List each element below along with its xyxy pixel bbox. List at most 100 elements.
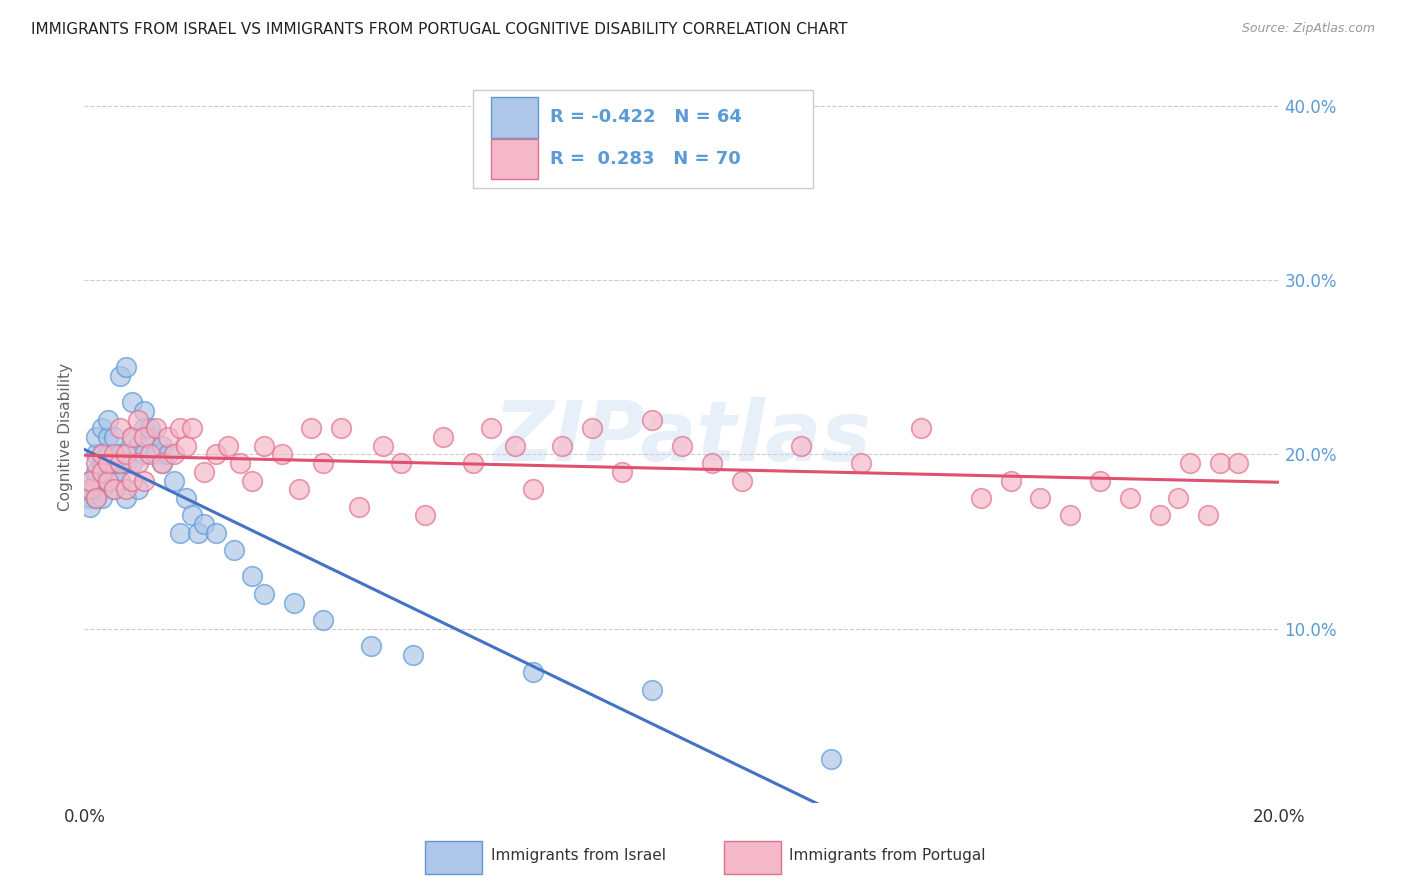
Point [91, 465, 114, 479]
Point [97, 412, 120, 426]
Point [1059, 508, 1081, 523]
Point [110, 474, 132, 488]
Point [330, 421, 353, 435]
Point [253, 439, 276, 453]
Point [86, 448, 108, 462]
Point [1209, 456, 1232, 470]
Point [103, 430, 125, 444]
Point [1197, 508, 1219, 523]
Point [139, 421, 162, 435]
Point [127, 412, 149, 426]
Point [205, 448, 228, 462]
Point [790, 439, 813, 453]
Point [127, 439, 149, 453]
Point [731, 474, 754, 488]
Text: IMMIGRANTS FROM ISRAEL VS IMMIGRANTS FROM PORTUGAL COGNITIVE DISABILITY CORRELAT: IMMIGRANTS FROM ISRAEL VS IMMIGRANTS FRO… [31, 22, 848, 37]
Point [181, 421, 204, 435]
FancyBboxPatch shape [724, 841, 782, 874]
Point [253, 587, 276, 601]
Point [301, 421, 323, 435]
Point [103, 483, 125, 497]
Point [402, 648, 425, 662]
Point [132, 448, 156, 462]
Point [169, 421, 191, 435]
Point [86, 483, 108, 497]
Text: Source: ZipAtlas.com: Source: ZipAtlas.com [1241, 22, 1375, 36]
Point [312, 456, 335, 470]
Point [641, 682, 664, 697]
Text: Immigrants from Portugal: Immigrants from Portugal [790, 848, 986, 863]
Point [349, 500, 371, 514]
Point [121, 430, 143, 444]
Point [169, 525, 191, 540]
Point [110, 456, 132, 470]
Point [413, 508, 436, 523]
Y-axis label: Cognitive Disability: Cognitive Disability [58, 363, 73, 511]
Text: ZIPatlas: ZIPatlas [494, 397, 870, 477]
Point [115, 448, 138, 462]
Point [1167, 491, 1189, 505]
Point [174, 491, 197, 505]
Point [163, 474, 186, 488]
Point [217, 439, 239, 453]
Point [700, 456, 723, 470]
Point [228, 456, 252, 470]
Point [115, 483, 138, 497]
Point [205, 525, 228, 540]
Point [91, 474, 114, 488]
Point [132, 421, 156, 435]
Point [612, 465, 634, 479]
Point [551, 439, 574, 453]
Point [132, 474, 156, 488]
Point [522, 483, 544, 497]
FancyBboxPatch shape [491, 97, 538, 137]
Point [671, 439, 693, 453]
Point [187, 525, 209, 540]
Point [110, 369, 132, 384]
Point [103, 465, 125, 479]
Point [103, 456, 125, 470]
Point [115, 491, 138, 505]
Point [193, 465, 215, 479]
Point [97, 456, 120, 470]
Point [174, 439, 197, 453]
Point [86, 430, 108, 444]
Point [1119, 491, 1142, 505]
Point [91, 465, 114, 479]
Point [150, 456, 173, 470]
Point [97, 456, 120, 470]
Text: R = -0.422   N = 64: R = -0.422 N = 64 [551, 109, 742, 127]
Point [121, 430, 143, 444]
Point [121, 395, 143, 409]
Point [115, 360, 138, 375]
Point [86, 474, 108, 488]
Point [97, 448, 120, 462]
Point [1178, 456, 1201, 470]
Point [283, 595, 305, 609]
Point [1149, 508, 1171, 523]
Point [222, 543, 245, 558]
Point [127, 483, 149, 497]
FancyBboxPatch shape [472, 90, 814, 188]
Point [127, 456, 149, 470]
Point [110, 421, 132, 435]
Point [79, 474, 101, 488]
Point [522, 665, 544, 680]
Point [193, 517, 215, 532]
Point [103, 448, 125, 462]
Point [91, 491, 114, 505]
Point [270, 448, 292, 462]
Point [389, 456, 412, 470]
Point [461, 456, 484, 470]
Text: R =  0.283   N = 70: R = 0.283 N = 70 [551, 150, 741, 168]
Point [432, 430, 454, 444]
Point [157, 448, 180, 462]
Point [163, 448, 186, 462]
Point [86, 491, 108, 505]
FancyBboxPatch shape [425, 841, 482, 874]
Point [79, 483, 101, 497]
Point [1090, 474, 1112, 488]
Point [97, 474, 120, 488]
Point [503, 439, 526, 453]
Point [132, 430, 156, 444]
